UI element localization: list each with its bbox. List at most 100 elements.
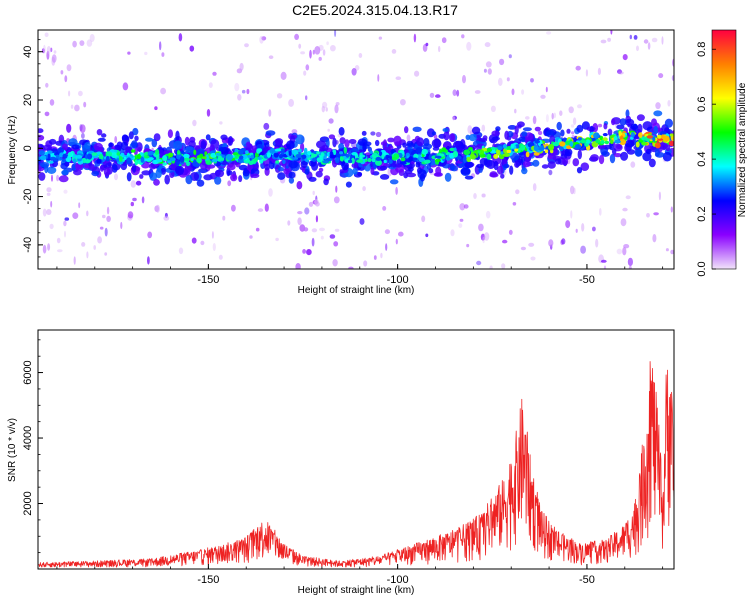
spectrogram-noise-blob <box>490 105 496 113</box>
spectrogram-noise-blob <box>406 134 411 142</box>
spectrogram-noise-blob <box>163 215 170 221</box>
spectrogram-noise-blob <box>661 36 664 45</box>
spectrogram-ridge-blob <box>164 174 170 185</box>
spectrogram-ridge-blob <box>167 129 173 139</box>
spectrogram-noise-blob <box>159 41 162 51</box>
spectrogram-noise-blob <box>332 259 338 267</box>
spectrogram-core-blob <box>166 160 172 164</box>
spectrogram-ridge-blob <box>189 149 194 156</box>
spectrogram-y-ticks: -40 -20 0 20 40 <box>22 39 43 270</box>
spectrogram-noise-blob <box>102 214 106 219</box>
spectrogram-core-blob <box>517 147 521 154</box>
spectrogram-noise-blob <box>212 71 217 76</box>
spectrogram-noise-blob <box>577 104 582 109</box>
spectrogram-ridge-blob <box>412 126 422 132</box>
spectrogram-core-blob <box>72 158 77 163</box>
spectrogram-noise-blob <box>99 226 104 230</box>
spectrogram-noise-blob <box>570 210 573 219</box>
spectrogram-core-blob <box>552 141 560 147</box>
spectrogram-core-blob <box>282 159 286 165</box>
spectrogram-ridge-blob <box>332 137 337 148</box>
spectrogram-ridge-blob <box>84 142 91 149</box>
spectrogram-noise-blob <box>46 209 52 215</box>
spectrogram-core-blob <box>248 160 254 165</box>
spectrogram-ridge-blob <box>609 142 614 151</box>
colorbar-tick-label: 0.8 <box>696 42 708 57</box>
spectrogram-ridge-blob <box>426 163 432 170</box>
spectrogram-ridge-blob <box>522 127 532 132</box>
spectrogram-core-blob <box>367 157 372 163</box>
spectrogram-ridge-blob <box>175 130 180 141</box>
spectrogram-core-blob <box>506 149 512 154</box>
spectrogram-core-blob <box>593 132 600 139</box>
spectrogram-ridge-blob <box>637 123 643 134</box>
spectrogram-noise-blob <box>305 95 308 101</box>
spectrogram-core-blob <box>408 156 414 162</box>
spectrogram-noise-blob <box>297 217 302 226</box>
spectrogram-core-blob <box>498 152 505 160</box>
spectrogram-core-blob <box>67 152 72 157</box>
colorbar-fill <box>712 30 736 269</box>
spectrogram-noise-blob <box>104 227 108 237</box>
spectrogram-noise-blob <box>47 243 51 251</box>
spectrogram-noise-blob <box>466 243 470 248</box>
spectrogram-noise-blob <box>261 36 267 41</box>
spectrogram-core-blob <box>85 153 88 160</box>
spectrogram-ridge-blob <box>560 129 565 137</box>
spectrogram-noise-blob <box>378 36 383 40</box>
spectrogram-core-blob <box>253 157 259 162</box>
x-tick-label: -150 <box>197 574 219 586</box>
spectrogram-noise-blob <box>73 256 76 265</box>
spectrogram-noise-blob <box>462 75 466 84</box>
spectrogram-core-blob <box>340 156 344 162</box>
spectrogram-core-blob <box>322 160 330 164</box>
spectrogram-noise-blob <box>398 231 404 237</box>
spectrogram-core-blob <box>574 144 582 150</box>
spectrogram-noise-blob <box>161 52 165 57</box>
spectrogram-noise-blob <box>433 134 438 140</box>
spectrogram-ridge-blob <box>304 168 310 175</box>
spectrogram-ridge-blob <box>364 141 372 147</box>
spectrogram-noise-blob <box>435 94 441 98</box>
spectrogram-noise-blob <box>348 266 354 269</box>
spectrogram-noise-blob <box>189 45 195 52</box>
spectrogram-noise-blob <box>311 237 315 247</box>
spectrogram-ridge-blob <box>375 139 380 147</box>
spectrogram-noise-blob <box>670 206 673 213</box>
spectrogram-core-blob <box>348 159 353 164</box>
spectrogram-ridge-blob <box>662 151 672 162</box>
spectrogram-core-blob <box>316 151 320 155</box>
spectrogram-ridge-blob <box>246 141 251 148</box>
spectrogram-noise-blob <box>318 56 322 61</box>
spectrogram-ridge-blob <box>590 154 599 162</box>
spectrogram-core-blob <box>179 156 185 163</box>
spectrogram-ridge-blob <box>471 126 481 135</box>
spectrogram-core-blob <box>48 160 54 164</box>
spectrogram-noise-blob <box>540 94 546 99</box>
spectrogram-core-blob <box>421 148 429 155</box>
spectrogram-core-blob <box>534 140 541 144</box>
spectrogram-noise-blob <box>520 246 527 251</box>
spectrogram-noise-blob <box>302 249 306 254</box>
spectrogram-core-blob <box>266 152 271 158</box>
spectrogram-ridge-blob <box>39 162 50 168</box>
spectrogram-noise-blob <box>60 70 64 75</box>
spectrogram-ridge-blob <box>577 149 582 160</box>
spectrogram-core-blob <box>434 158 442 162</box>
spectrogram-core-blob <box>424 159 431 164</box>
spectrogram-ridge-blob <box>196 148 206 157</box>
spectrogram-core-blob <box>398 152 403 158</box>
spectrogram-core-blob <box>383 159 387 164</box>
spectrogram-ridge-blob <box>289 160 298 169</box>
spectrogram-noise-blob <box>147 256 150 265</box>
spectrogram-ridge-blob <box>137 147 142 152</box>
spectrogram-noise-blob <box>617 69 622 74</box>
spectrogram-ridge-blob <box>84 164 90 169</box>
spectrogram-core-blob <box>274 148 282 152</box>
spectrogram-noise-blob <box>395 186 398 195</box>
spectrogram-noise-blob <box>46 50 50 60</box>
spectrogram-core-blob <box>569 141 574 147</box>
spectrogram-core-blob <box>456 155 462 160</box>
spectrogram-ridge-blob <box>328 134 336 140</box>
spectrogram-noise-blob <box>485 210 491 219</box>
